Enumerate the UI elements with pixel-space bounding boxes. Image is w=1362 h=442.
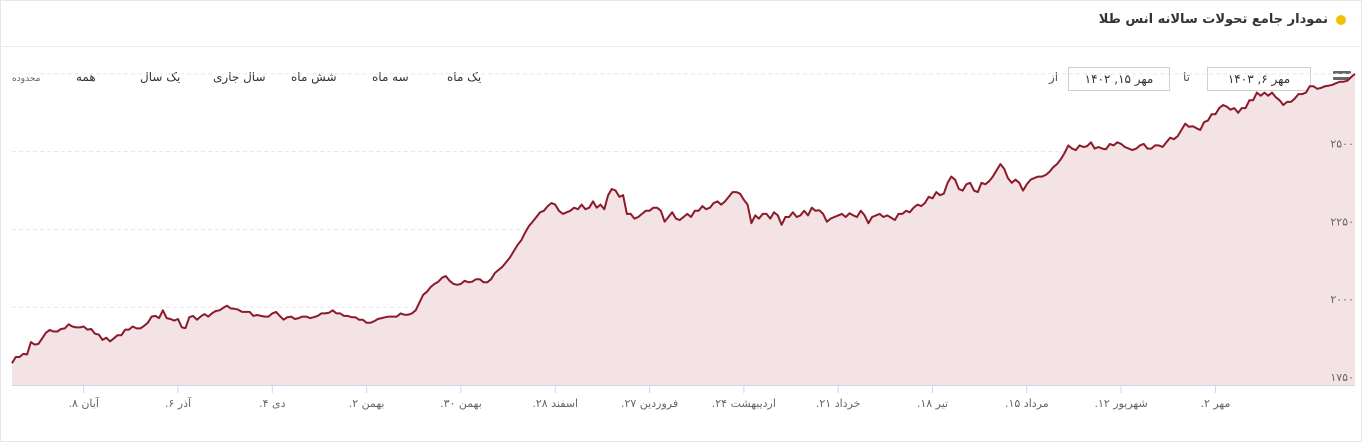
range-1y-button[interactable]: یک سال: [140, 70, 181, 84]
x-tick-label: بهمن ۲.: [349, 397, 385, 410]
x-tick-label: اردیبهشت ۲۴.: [712, 397, 776, 410]
x-tick-label: بهمن ۳۰.: [440, 397, 482, 410]
x-tick-label: آبان ۸.: [68, 396, 99, 410]
y-tick-label: ۲۰۰۰: [1330, 293, 1354, 306]
x-tick-label: مرداد ۱۵.: [1005, 397, 1049, 410]
y-tick-label: ۲۲۵۰: [1330, 215, 1354, 228]
y-tick-label: ۱۷۵۰: [1330, 371, 1354, 384]
title-bullet-icon: [1336, 14, 1346, 25]
x-tick-label: تیر ۱۸.: [917, 397, 948, 410]
chart-title: نمودار جامع تحولات سالانه انس طلا: [1098, 12, 1328, 27]
to-date-input[interactable]: مهر ۶, ۱۴۰۳: [1207, 67, 1311, 91]
series-line: [11, 73, 1356, 364]
from-date-input[interactable]: مهر ۱۵, ۱۴۰۲: [1068, 67, 1170, 91]
x-tick-label: آذر ۶.: [165, 396, 192, 410]
x-tick-label: شهریور ۱۲.: [1094, 397, 1147, 410]
x-tick-label: فروردین ۲۷.: [621, 397, 678, 410]
x-tick-label: دی ۴.: [259, 397, 286, 410]
x-tick-label: خرداد ۲۱.: [816, 397, 861, 410]
series-area: [12, 73, 1355, 386]
chart-header: نمودار جامع تحولات سالانه انس طلا: [0, 0, 1360, 47]
x-tick-label: مهر ۲.: [1200, 397, 1230, 410]
to-label: تا: [1183, 70, 1190, 84]
y-tick-label: ۲۵۰۰: [1330, 138, 1354, 151]
x-tick-label: اسفند ۲۸.: [532, 397, 578, 410]
from-label: از: [1049, 70, 1059, 84]
title-wrap: نمودار جامع تحولات سالانه انس طلا: [1099, 12, 1346, 27]
range-label: محدوده: [12, 74, 41, 84]
